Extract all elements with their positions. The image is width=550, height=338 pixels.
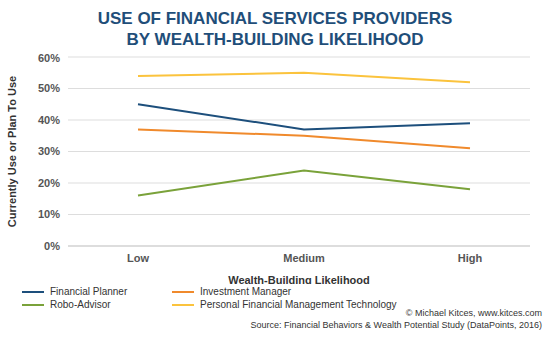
svg-text:40%: 40% <box>38 114 60 126</box>
svg-text:Low: Low <box>127 252 149 264</box>
svg-text:High: High <box>458 252 483 264</box>
html-text:USE OF FINANCIAL SERVICES PROV: USE OF FINANCIAL SERVICES PROVIDERS BY W… <box>97 9 453 49</box>
svg-text:60%: 60% <box>38 52 60 64</box>
html-text:Robo-Advisor: Robo-Advisor <box>50 299 111 310</box>
svg-text:Wealth-Building Likelihood: Wealth-Building Likelihood <box>228 274 370 284</box>
html-text:Personal Financial Management: Personal Financial Management Technology <box>200 299 397 310</box>
html-text:Investment Manager: Investment Manager <box>200 286 292 297</box>
svg-text:Medium: Medium <box>283 252 325 264</box>
svg-text:20%: 20% <box>38 177 60 189</box>
html-text:Financial Planner: Financial Planner <box>50 286 128 297</box>
html-text:Source: Financial Behaviors &: Source: Financial Behaviors & Wealth Pot… <box>250 320 542 330</box>
html-text:© Michael Kitces, www.kitces.c: © Michael Kitces, www.kitces.com <box>405 308 542 318</box>
svg-text:30%: 30% <box>38 145 60 157</box>
svg-text:Currently Use or Plan To Use: Currently Use or Plan To Use <box>8 76 18 227</box>
svg-text:0%: 0% <box>44 240 60 252</box>
svg-text:50%: 50% <box>38 82 60 94</box>
svg-text:10%: 10% <box>38 208 60 220</box>
